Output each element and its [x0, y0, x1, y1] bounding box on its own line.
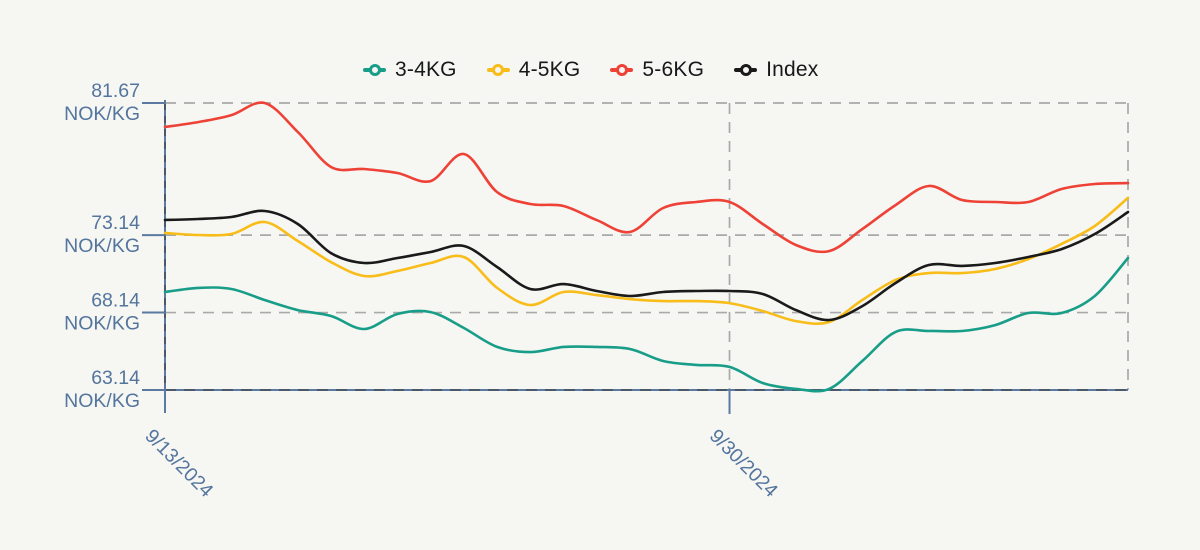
legend-item-3-4kg[interactable]: 3-4KG	[363, 58, 457, 82]
legend-item-label: Index	[766, 58, 819, 81]
legend-item-label: 4-5KG	[518, 58, 581, 81]
chart-legend: 3-4KG 4-5KG 5-6KG Index	[363, 58, 818, 82]
legend-item-5-6kg[interactable]: 5-6KG	[610, 58, 704, 82]
legend-marker-icon	[486, 63, 510, 76]
y-axis-unit-label: NOK/KG	[64, 103, 140, 125]
x-axis-tick-label: 9/30/2024	[705, 425, 782, 502]
series-line-index	[163, 209, 1130, 322]
y-axis-unit-label: NOK/KG	[64, 235, 140, 257]
x-axis-tick-label: 9/13/2024	[140, 425, 217, 502]
y-axis-tick-value: 81.67	[91, 80, 140, 102]
y-axis-tick-value: 73.14	[91, 212, 140, 234]
series-line-4-5kg	[163, 196, 1130, 326]
legend-marker-icon	[363, 63, 386, 76]
legend-item-index[interactable]: Index	[734, 58, 818, 82]
y-axis-unit-label: NOK/KG	[64, 390, 140, 412]
legend-item-4-5kg[interactable]: 4-5KG	[486, 58, 581, 82]
y-axis-tick-value: 63.14	[91, 367, 140, 389]
series-line-5-6kg	[163, 101, 1130, 254]
y-axis-tick-value: 68.14	[91, 290, 140, 312]
legend-marker-icon	[610, 63, 634, 76]
y-axis-unit-label: NOK/KG	[64, 313, 140, 335]
legend-item-label: 5-6KG	[642, 58, 705, 81]
series-line-3-4kg	[163, 256, 1130, 393]
legend-item-label: 3-4KG	[395, 58, 457, 81]
legend-marker-icon	[734, 63, 758, 76]
